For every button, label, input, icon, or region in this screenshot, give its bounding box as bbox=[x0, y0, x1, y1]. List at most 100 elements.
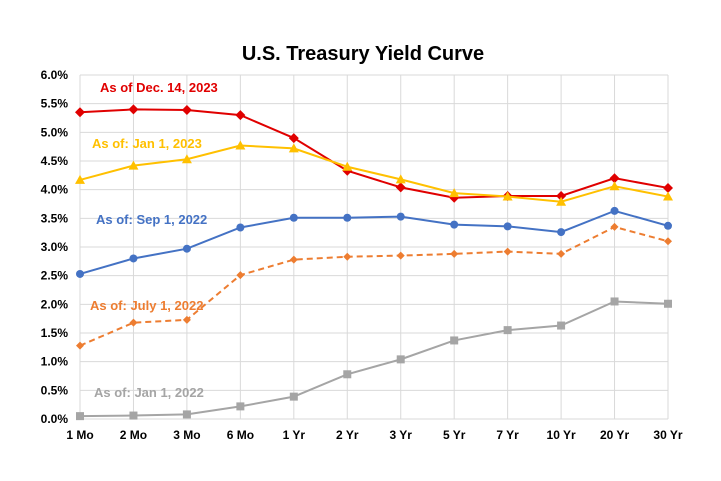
data-point bbox=[557, 228, 566, 237]
data-point bbox=[289, 392, 298, 401]
data-point bbox=[236, 223, 245, 232]
series-line bbox=[79, 209, 669, 275]
x-tick-label: 3 Yr bbox=[389, 428, 412, 442]
data-point bbox=[181, 104, 192, 115]
x-tick-label: 5 Yr bbox=[443, 428, 466, 442]
series-1 bbox=[75, 140, 673, 206]
chart-title: U.S. Treasury Yield Curve bbox=[242, 43, 484, 65]
data-point bbox=[396, 212, 405, 221]
data-point bbox=[289, 213, 298, 222]
data-point bbox=[450, 336, 459, 345]
y-tick-label: 2.5% bbox=[41, 269, 69, 283]
data-point bbox=[129, 411, 138, 420]
data-point bbox=[664, 299, 672, 308]
data-point bbox=[664, 221, 672, 230]
x-tick-label: 2 Yr bbox=[336, 428, 359, 442]
series-0 bbox=[75, 104, 673, 203]
series-label: As of Dec. 14, 2023 bbox=[100, 80, 218, 95]
data-point bbox=[449, 188, 460, 198]
data-point bbox=[450, 220, 459, 229]
data-point bbox=[128, 160, 139, 170]
y-tick-label: 3.0% bbox=[41, 240, 69, 254]
data-point bbox=[396, 251, 405, 260]
x-tick-label: 3 Mo bbox=[173, 428, 200, 442]
data-point bbox=[236, 271, 245, 280]
series-3 bbox=[76, 222, 672, 350]
y-axis-ticks: 0.0% 0.5% 1.0% 1.5% 2.0% 2.5% 3.0% 3.5% 4.0% 4.5%… bbox=[41, 68, 69, 426]
y-tick-label: 0.5% bbox=[41, 383, 69, 397]
data-point bbox=[609, 181, 620, 191]
series-line bbox=[79, 144, 669, 203]
data-point bbox=[396, 355, 405, 364]
data-point bbox=[129, 254, 138, 263]
y-tick-label: 3.5% bbox=[41, 211, 69, 225]
data-point bbox=[503, 222, 512, 231]
data-point bbox=[556, 190, 567, 201]
y-tick-label: 1.5% bbox=[41, 326, 69, 340]
data-point bbox=[503, 326, 512, 335]
y-tick-label: 5.5% bbox=[41, 97, 69, 111]
x-tick-label: 30 Yr bbox=[653, 428, 682, 442]
series-label: As of: Sep 1, 2022 bbox=[96, 212, 207, 227]
data-point bbox=[181, 154, 192, 164]
series-label: As of: Jan 1, 2023 bbox=[92, 136, 202, 151]
data-point bbox=[76, 412, 84, 421]
data-point bbox=[343, 252, 352, 261]
series-line bbox=[79, 300, 669, 418]
data-point bbox=[557, 321, 566, 330]
series-labels: As of Dec. 14, 2023 As of: Jan 1, 2023 As … bbox=[90, 80, 218, 400]
data-point bbox=[76, 341, 84, 350]
data-point bbox=[556, 196, 567, 206]
data-point bbox=[343, 370, 352, 379]
data-point bbox=[289, 255, 298, 264]
data-point bbox=[182, 315, 191, 324]
x-axis-ticks: 1 Mo 2 Mo 3 Mo 6 Mo 1 Yr 2 Yr 3 Yr 5 Yr 7 Yr 10 Y… bbox=[66, 428, 683, 442]
data-point bbox=[76, 269, 84, 278]
series-2 bbox=[76, 206, 672, 278]
data-point bbox=[75, 107, 85, 118]
data-point bbox=[342, 161, 353, 171]
x-tick-label: 1 Yr bbox=[283, 428, 306, 442]
x-tick-label: 20 Yr bbox=[600, 428, 629, 442]
data-point bbox=[610, 222, 619, 231]
data-point bbox=[288, 143, 299, 153]
data-point bbox=[128, 104, 139, 115]
y-tick-label: 6.0% bbox=[41, 68, 69, 82]
data-point bbox=[395, 174, 406, 184]
series-label: As of: Jan 1, 2022 bbox=[94, 385, 204, 400]
y-tick-label: 5.0% bbox=[41, 125, 69, 139]
data-point bbox=[610, 206, 619, 215]
data-point bbox=[343, 213, 352, 222]
grid bbox=[79, 74, 669, 420]
data-point bbox=[75, 174, 85, 184]
series-line bbox=[79, 225, 669, 347]
series-4 bbox=[76, 297, 672, 421]
data-point bbox=[664, 237, 672, 246]
data-point bbox=[235, 110, 246, 121]
data-point bbox=[609, 173, 620, 184]
data-point bbox=[610, 297, 619, 306]
data-point bbox=[182, 410, 191, 419]
data-point bbox=[236, 402, 245, 411]
data-point bbox=[129, 318, 138, 327]
x-tick-label: 10 Yr bbox=[547, 428, 576, 442]
y-tick-label: 2.0% bbox=[41, 297, 69, 311]
series-line bbox=[79, 108, 669, 199]
x-tick-label: 6 Mo bbox=[227, 428, 254, 442]
y-tick-label: 4.0% bbox=[41, 183, 69, 197]
data-point bbox=[288, 133, 299, 144]
series-lines bbox=[75, 104, 673, 421]
data-point bbox=[663, 182, 673, 193]
data-point bbox=[557, 249, 566, 258]
x-tick-label: 2 Mo bbox=[120, 428, 147, 442]
x-tick-label: 7 Yr bbox=[496, 428, 519, 442]
x-tick-label: 1 Mo bbox=[66, 428, 93, 442]
y-tick-label: 1.0% bbox=[41, 355, 69, 369]
data-point bbox=[663, 191, 673, 201]
data-point bbox=[450, 249, 459, 258]
data-point bbox=[502, 191, 513, 201]
y-tick-label: 4.5% bbox=[41, 154, 69, 168]
data-point bbox=[182, 244, 191, 253]
data-point bbox=[235, 140, 246, 150]
